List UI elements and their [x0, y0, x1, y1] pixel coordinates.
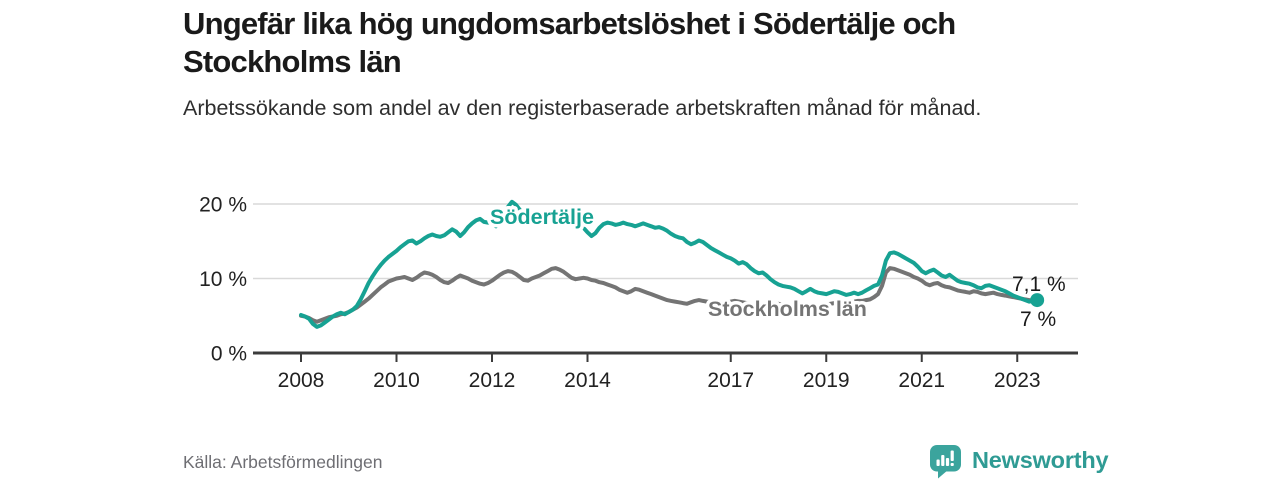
newsworthy-logo-text: Newsworthy	[972, 447, 1109, 473]
stockholms-l-n-line	[299, 266, 1040, 324]
s-dert-lje-line	[299, 199, 1040, 329]
stockholms-l-n-end-value-label: 7 %	[1020, 308, 1056, 331]
x-tick-label: 2010	[373, 369, 420, 392]
x-tick-label: 2021	[898, 369, 945, 392]
x-tick-label: 2008	[278, 369, 325, 392]
x-tick-label: 2012	[469, 369, 516, 392]
source-text: Källa: Arbetsförmedlingen	[183, 452, 383, 472]
series-end-dot	[1030, 293, 1045, 308]
x-tick-label: 2017	[707, 369, 754, 392]
chart-subtitle: Arbetssökande som andel av den registerb…	[183, 96, 982, 120]
y-tick-label: 0 %	[211, 343, 247, 366]
stockholms-l-n-series-label: Stockholms län	[708, 297, 867, 321]
y-tick-label: 10 %	[199, 268, 247, 291]
chart-title: Ungefär lika hög ungdomsarbetslöshet i S…	[183, 6, 956, 79]
s-dert-lje-end-value-label: 7,1 %	[1012, 273, 1066, 296]
x-tick-label: 2014	[564, 369, 611, 392]
x-tick-label: 2023	[994, 369, 1041, 392]
bar-chart-bubble-icon	[928, 443, 963, 480]
s-dert-lje-series-label: Södertälje	[490, 205, 594, 229]
newsworthy-logo[interactable]: Newsworthy	[928, 443, 1109, 480]
x-tick-label: 2019	[803, 369, 850, 392]
y-tick-label: 20 %	[199, 194, 247, 217]
